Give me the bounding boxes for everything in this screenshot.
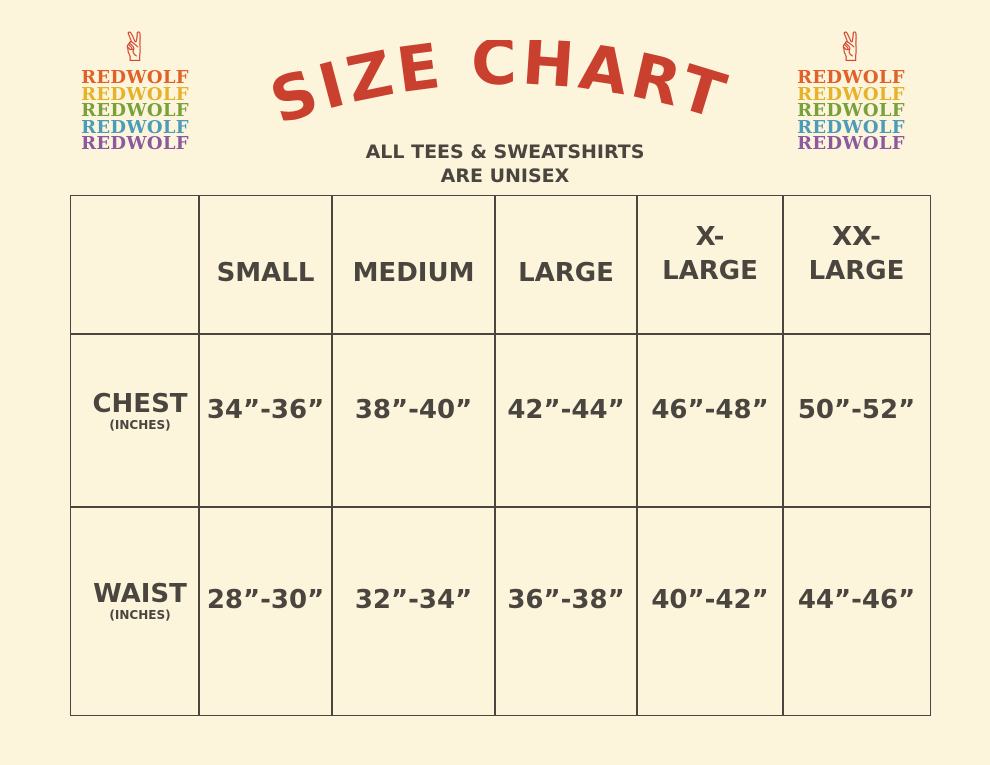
brand-name: REDWOLF <box>81 83 189 105</box>
brand-wordmark: REDWOLF REDWOLF REDWOLF REDWOLF REDWOLF <box>70 67 200 154</box>
table-cell: 28”-30” <box>198 506 333 716</box>
table-cell: 46”-48” <box>636 333 784 508</box>
title-text: SIZE CHART <box>262 40 733 138</box>
subtitle-line-1: ALL TEES & SWEATSHIRTS <box>365 141 645 163</box>
brand-name: REDWOLF <box>81 133 189 154</box>
column-header-label: X- <box>695 222 725 253</box>
column-header-label: LARGE <box>518 258 614 288</box>
table-cell: 36”-38” <box>494 506 638 716</box>
table-cell: 32”-34” <box>331 506 496 716</box>
row-unit: (INCHES) <box>109 608 171 622</box>
size-value: 46”-48” <box>651 394 769 425</box>
brand-wordmark: REDWOLF REDWOLF REDWOLF REDWOLF REDWOLF <box>786 67 916 154</box>
column-header-label: MEDIUM <box>352 258 475 288</box>
size-value: 42”-44” <box>507 394 625 425</box>
table-cell: 38”-40” <box>331 333 496 508</box>
brand-name: REDWOLF <box>797 133 905 154</box>
row-unit: (INCHES) <box>109 417 171 432</box>
brand-name: REDWOLF <box>797 83 905 105</box>
column-header: XX- LARGE <box>782 195 931 335</box>
brand-logo-left: ✌ REDWOLF REDWOLF REDWOLF REDWOLF REDWOLF <box>70 26 200 153</box>
size-value: 34”-36” <box>206 394 325 425</box>
subtitle-line-2: ARE UNISEX <box>440 165 570 187</box>
svg-text:SIZE CHART: SIZE CHART <box>262 40 737 138</box>
table-cell: 34”-36” <box>198 333 333 508</box>
brand-name: REDWOLF <box>81 100 189 121</box>
row-label: WAIST <box>93 579 187 609</box>
column-header-label: LARGE <box>808 256 905 287</box>
brand-logo-right: ✌ REDWOLF REDWOLF REDWOLF REDWOLF REDWOLF <box>786 26 916 153</box>
brand-name: REDWOLF <box>797 100 905 121</box>
peace-hand-icon: ✌ <box>118 25 152 71</box>
size-value: 50”-52” <box>797 394 916 425</box>
column-header: MEDIUM <box>331 195 496 335</box>
size-value: 38”-40” <box>354 394 473 425</box>
column-header: LARGE <box>494 195 638 335</box>
column-header-label: LARGE <box>662 256 758 287</box>
size-value: 40”-42” <box>651 585 769 615</box>
table-cell: 44”-46” <box>782 506 931 716</box>
table-cell: 42”-44” <box>494 333 638 508</box>
column-header-label: SMALL <box>216 258 315 288</box>
column-header: SMALL <box>198 195 333 335</box>
size-table: SMALL MEDIUM LARGE X- LARGE XX- LARGE CHEST (INC… <box>70 195 931 716</box>
column-header <box>70 195 200 335</box>
column-header-label: XX- <box>832 222 881 253</box>
brand-name: REDWOLF <box>81 116 189 138</box>
brand-name: REDWOLF <box>797 116 905 138</box>
row-header: WAIST (INCHES) <box>70 506 200 716</box>
brand-name: REDWOLF <box>797 67 905 88</box>
row-header: CHEST (INCHES) <box>70 333 200 508</box>
table-cell: 50”-52” <box>782 333 931 508</box>
column-header: X- LARGE <box>636 195 784 335</box>
size-value: 32”-34” <box>354 585 473 615</box>
row-label: CHEST <box>92 388 188 419</box>
size-value: 28”-30” <box>206 585 325 615</box>
page-title: SIZE CHART <box>262 40 737 138</box>
size-value: 36”-38” <box>507 585 625 615</box>
brand-name: REDWOLF <box>81 67 189 88</box>
size-value: 44”-46” <box>797 585 916 615</box>
peace-hand-icon: ✌ <box>834 25 868 71</box>
table-cell: 40”-42” <box>636 506 784 716</box>
